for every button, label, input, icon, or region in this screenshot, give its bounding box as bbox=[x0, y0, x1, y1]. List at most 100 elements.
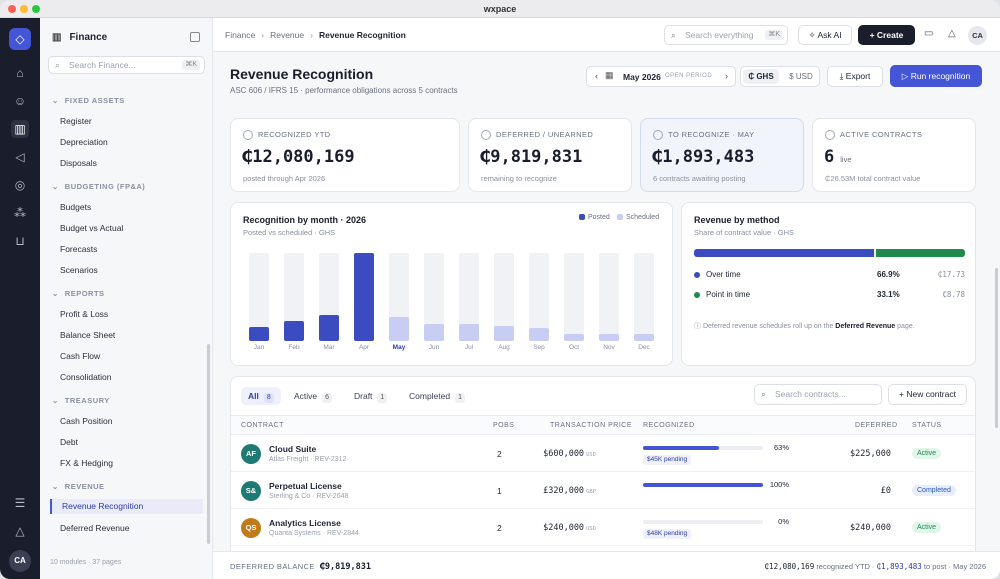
nav-group-treasury[interactable]: ⌄ TREASURY bbox=[52, 396, 110, 405]
minimize-window-button[interactable] bbox=[20, 5, 28, 13]
inbox-icon[interactable]: ▭ bbox=[924, 28, 934, 39]
sidebar-item-balance-sheet[interactable]: Balance Sheet bbox=[60, 330, 116, 340]
app-logo-icon[interactable]: ◇ bbox=[9, 28, 31, 50]
prev-period-button[interactable]: ‹ bbox=[595, 71, 598, 81]
bar-scheduled-dec[interactable] bbox=[634, 333, 654, 341]
zoom-window-button[interactable] bbox=[32, 5, 40, 13]
users-icon[interactable]: ☺ bbox=[13, 94, 27, 108]
sidebar-item-consolidation[interactable]: Consolidation bbox=[60, 372, 112, 382]
bar-scheduled-jun[interactable] bbox=[424, 324, 444, 341]
contract-name[interactable]: Cloud Suite bbox=[269, 444, 317, 454]
sidebar-item-scenarios[interactable]: Scenarios bbox=[60, 265, 98, 275]
month-label-nov: Nov bbox=[603, 344, 615, 351]
user-avatar[interactable]: CA bbox=[9, 550, 31, 572]
method-share-bar bbox=[694, 249, 965, 257]
table-row[interactable]: QS Analytics License Quanta Systems · REV-… bbox=[231, 510, 975, 546]
nav-group-fixed-assets[interactable]: ⌄ FIXED ASSETS bbox=[52, 96, 125, 105]
ask-ai-button[interactable]: ✧ Ask AI bbox=[798, 25, 852, 45]
sidebar-item-register[interactable]: Register bbox=[60, 116, 92, 126]
bank-icon[interactable]: ▥ bbox=[11, 120, 29, 138]
chevron-down-icon: ⌄ bbox=[52, 182, 59, 191]
table-row[interactable]: AF Cloud Suite Atlas Freight · REV-2312 2 $6… bbox=[231, 436, 975, 472]
global-search-input[interactable]: ⌕ Search everything ⌘K bbox=[664, 25, 788, 45]
table-row[interactable]: S& Perpetual License Sterling & Co · REV-2… bbox=[231, 473, 975, 509]
bar-posted-jan[interactable] bbox=[249, 326, 269, 341]
bar-scheduled-nov[interactable] bbox=[599, 333, 619, 341]
megaphone-icon[interactable]: ◁ bbox=[15, 150, 25, 164]
currency-usd-button[interactable]: $ USD bbox=[789, 72, 813, 81]
shortcut-badge: ⌘K bbox=[765, 30, 783, 40]
nav-group-budgeting[interactable]: ⌄ BUDGETING (FP&A) bbox=[52, 182, 146, 191]
bar-track-jul bbox=[459, 253, 479, 341]
col-recognized[interactable]: RECOGNIZED bbox=[643, 422, 695, 429]
bar-scheduled-oct[interactable] bbox=[564, 333, 584, 341]
contract-name[interactable]: Analytics License bbox=[269, 518, 341, 528]
pending-badge: $48K pending bbox=[643, 529, 692, 539]
export-button[interactable]: ⤓ Export bbox=[827, 66, 883, 87]
main-scrollbar[interactable] bbox=[995, 268, 998, 428]
month-label-jan: Jan bbox=[253, 344, 265, 351]
close-window-button[interactable] bbox=[8, 5, 16, 13]
modules-icon[interactable]: ⁂ bbox=[14, 206, 26, 220]
col-transaction-price[interactable]: TRANSACTION PRICE bbox=[550, 422, 633, 429]
tab-completed[interactable]: Completed 1 bbox=[402, 387, 472, 405]
sidebar-item-depreciation[interactable]: Depreciation bbox=[60, 137, 108, 147]
sidebar-item-cash-position[interactable]: Cash Position bbox=[60, 416, 113, 426]
contract-name[interactable]: Perpetual License bbox=[269, 481, 342, 491]
tab-active[interactable]: Active 6 bbox=[287, 387, 339, 405]
support-icon[interactable]: ◎ bbox=[14, 178, 26, 192]
bar-scheduled-may[interactable] bbox=[389, 317, 409, 341]
sidebar-item-debt[interactable]: Debt bbox=[60, 437, 78, 447]
breadcrumb-finance[interactable]: Finance bbox=[225, 30, 256, 40]
home-icon[interactable]: ⌂ bbox=[16, 66, 24, 80]
tab-draft[interactable]: Draft 1 bbox=[347, 387, 394, 405]
user-avatar[interactable]: CA bbox=[968, 26, 987, 45]
sidebar-item-forecasts[interactable]: Forecasts bbox=[60, 244, 98, 254]
bell-icon[interactable]: △ bbox=[15, 524, 25, 538]
breadcrumb-revenue[interactable]: Revenue bbox=[270, 30, 305, 40]
sidebar-item-cash-flow[interactable]: Cash Flow bbox=[60, 351, 101, 361]
col-contract[interactable]: CONTRACT bbox=[241, 422, 284, 429]
cart-icon[interactable]: ⊔ bbox=[15, 234, 25, 248]
bar-posted-feb[interactable] bbox=[284, 320, 304, 341]
next-period-button[interactable]: › bbox=[725, 71, 728, 81]
nav-group-revenue[interactable]: ⌄ REVENUE bbox=[52, 482, 105, 491]
currency-ghs-button[interactable]: ₵ GHS bbox=[743, 69, 779, 84]
bar-posted-mar[interactable] bbox=[319, 315, 339, 341]
sidebar-item-fx-hedging[interactable]: FX & Hedging bbox=[60, 458, 113, 468]
tab-all[interactable]: All 8 bbox=[241, 387, 281, 405]
bar-posted-apr[interactable] bbox=[354, 253, 374, 341]
sidebar-item-budgets[interactable]: Budgets bbox=[60, 202, 92, 212]
sidebar-item-revenue-recognition[interactable]: Revenue Recognition bbox=[50, 499, 203, 514]
sidebar-item-deferred-revenue[interactable]: Deferred Revenue bbox=[60, 523, 130, 533]
deferred-revenue-link[interactable]: Deferred Revenue bbox=[835, 323, 896, 330]
bar-scheduled-sep[interactable] bbox=[529, 327, 549, 341]
breadcrumb: Finance › Revenue › Revenue Recognition bbox=[225, 30, 406, 40]
create-button[interactable]: + Create bbox=[858, 25, 915, 45]
col-pobs[interactable]: POBS bbox=[493, 422, 515, 429]
col-status[interactable]: STATUS bbox=[912, 422, 942, 429]
col-deferred[interactable]: DEFERRED bbox=[855, 422, 898, 429]
status-badge: Active bbox=[912, 448, 942, 459]
sidebar-item-profit-loss[interactable]: Profit & Loss bbox=[60, 309, 109, 319]
bar-scheduled-jul[interactable] bbox=[459, 324, 479, 341]
bar-scheduled-aug[interactable] bbox=[494, 326, 514, 341]
collapse-sidebar-icon[interactable] bbox=[190, 32, 200, 42]
contract-search-input[interactable]: ⌕ Search contracts... bbox=[754, 384, 882, 405]
sidebar-scrollbar[interactable] bbox=[207, 344, 210, 544]
sidebar-search-input[interactable]: ⌕ Search Finance... ⌘K bbox=[48, 56, 205, 74]
contract-pobs: 2 bbox=[497, 523, 502, 533]
sidebar-item-budget-vs-actual[interactable]: Budget vs Actual bbox=[60, 223, 124, 233]
kpi-to-recognize[interactable]: TO RECOGNIZE · MAY ₵1,893,483 6 contract… bbox=[640, 118, 804, 192]
new-contract-button[interactable]: + New contract bbox=[888, 384, 967, 405]
sliders-icon[interactable]: ☰ bbox=[14, 496, 26, 510]
live-badge: live bbox=[840, 155, 852, 164]
month-label-feb: Feb bbox=[288, 344, 300, 351]
month-label-jul: Jul bbox=[464, 344, 474, 351]
nav-group-reports[interactable]: ⌄ REPORTS bbox=[52, 289, 105, 298]
period-value[interactable]: May 2026 bbox=[623, 72, 661, 82]
notification-bell-icon[interactable]: △ bbox=[948, 28, 956, 39]
sidebar-item-disposals[interactable]: Disposals bbox=[60, 158, 97, 168]
run-recognition-button[interactable]: ▷ Run recognition bbox=[890, 65, 982, 87]
